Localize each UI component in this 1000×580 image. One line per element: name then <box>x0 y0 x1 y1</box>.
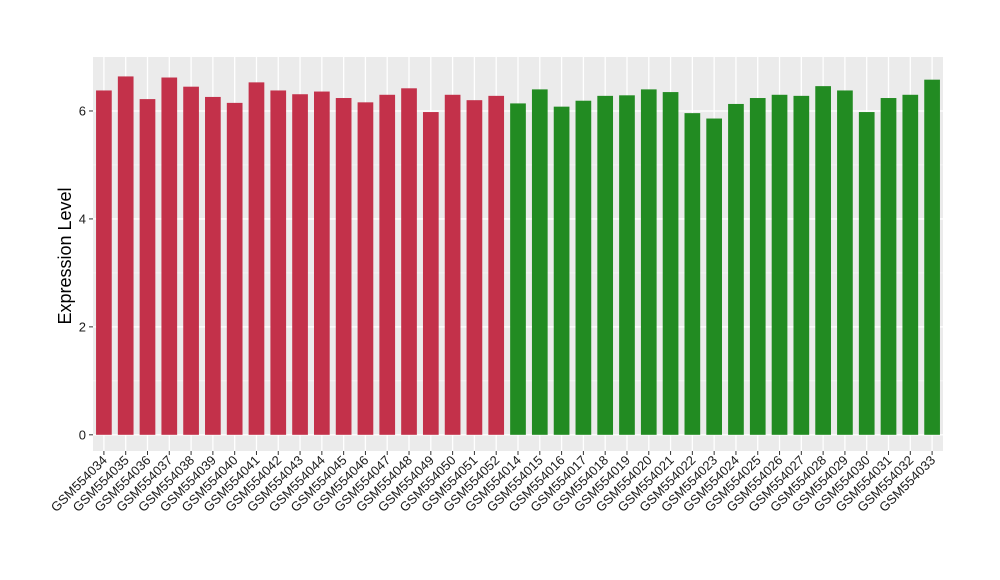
bar-GSM554042 <box>270 90 287 435</box>
bar-GSM554050 <box>444 94 461 435</box>
bar-GSM554020 <box>640 89 657 435</box>
bar-GSM554032 <box>902 94 919 435</box>
bar-GSM554047 <box>379 94 396 435</box>
bar-GSM554048 <box>401 88 417 435</box>
bar-GSM554033 <box>924 79 940 435</box>
x-axis: GSM554034GSM554035GSM554036GSM554037GSM5… <box>48 451 938 515</box>
bar-GSM554021 <box>662 92 679 435</box>
bar-GSM554026 <box>771 94 788 435</box>
bar-GSM554018 <box>597 95 614 435</box>
bar-GSM554036 <box>139 99 156 435</box>
bar-GSM554052 <box>488 95 505 435</box>
bar-GSM554031 <box>880 98 897 435</box>
bar-GSM554024 <box>728 103 744 435</box>
y-tick-label: 2 <box>79 319 86 334</box>
bar-GSM554037 <box>161 77 178 435</box>
y-axis: 0 2 4 6 <box>79 103 93 442</box>
bar-GSM554044 <box>314 91 330 435</box>
bar-GSM554027 <box>793 95 810 435</box>
bar-GSM554049 <box>422 112 439 435</box>
bars <box>96 76 940 435</box>
bar-GSM554040 <box>226 102 243 435</box>
y-tick-label: 4 <box>79 211 86 226</box>
bar-GSM554039 <box>205 96 221 435</box>
bar-GSM554034 <box>96 90 112 435</box>
bar-GSM554022 <box>684 113 701 435</box>
bar-GSM554025 <box>749 98 766 435</box>
bar-GSM554016 <box>553 106 570 435</box>
bar-GSM554035 <box>117 76 134 435</box>
bar-GSM554038 <box>183 86 199 435</box>
y-tick-label: 0 <box>79 427 86 442</box>
bar-GSM554028 <box>815 86 831 435</box>
bar-GSM554043 <box>292 94 308 435</box>
bar-GSM554029 <box>837 90 853 435</box>
y-tick-label: 6 <box>79 103 86 118</box>
bar-GSM554030 <box>858 112 875 435</box>
bar-GSM554017 <box>575 100 592 435</box>
bar-GSM554014 <box>510 103 526 435</box>
bar-GSM554023 <box>706 118 722 435</box>
y-axis-title: Expression Level <box>55 187 75 324</box>
bar-GSM554046 <box>357 102 374 435</box>
bar-GSM554045 <box>335 98 352 435</box>
bar-GSM554015 <box>531 89 548 435</box>
bar-GSM554051 <box>466 100 483 435</box>
bar-GSM554019 <box>619 95 635 435</box>
bar-GSM554041 <box>248 82 265 435</box>
